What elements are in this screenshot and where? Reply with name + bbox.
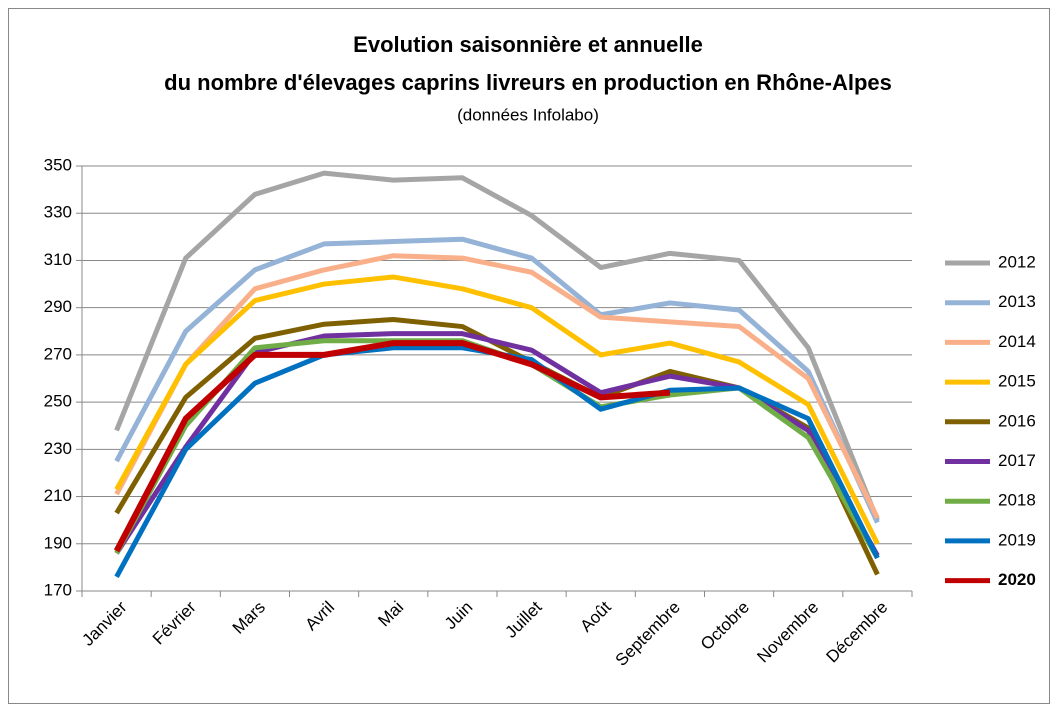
chart-border bbox=[8, 8, 1050, 704]
series-line bbox=[113, 340, 671, 553]
chart-title: Evolution saisonnière et annuelle bbox=[353, 32, 703, 57]
y-tick-label: 330 bbox=[44, 203, 72, 222]
series-line bbox=[114, 170, 880, 522]
legend-label: 2014 bbox=[998, 332, 1036, 351]
y-tick-label: 250 bbox=[44, 392, 72, 411]
y-tick-label: 230 bbox=[44, 439, 72, 458]
legend-label: 2013 bbox=[998, 292, 1036, 311]
y-tick-label: 310 bbox=[44, 250, 72, 269]
legend-label: 2018 bbox=[998, 491, 1036, 510]
chart-title: du nombre d'élevages caprins livreurs en… bbox=[164, 70, 892, 95]
legend-label: 2016 bbox=[998, 411, 1036, 430]
legend-label: 2020 bbox=[998, 570, 1036, 589]
y-tick-label: 350 bbox=[44, 155, 72, 174]
y-tick-label: 270 bbox=[44, 344, 72, 363]
legend-label: 2019 bbox=[998, 530, 1036, 549]
y-tick-label: 210 bbox=[44, 486, 72, 505]
y-tick-label: 290 bbox=[44, 297, 72, 316]
series-line bbox=[114, 236, 880, 524]
series-line bbox=[114, 253, 880, 519]
y-tick-label: 170 bbox=[44, 580, 72, 599]
legend-label: 2012 bbox=[998, 252, 1036, 271]
legend-label: 2017 bbox=[998, 451, 1036, 470]
y-tick-label: 190 bbox=[44, 533, 72, 552]
series-line bbox=[114, 274, 880, 545]
legend-label: 2015 bbox=[998, 372, 1036, 391]
chart-subtitle: (données Infolabo) bbox=[457, 105, 599, 124]
